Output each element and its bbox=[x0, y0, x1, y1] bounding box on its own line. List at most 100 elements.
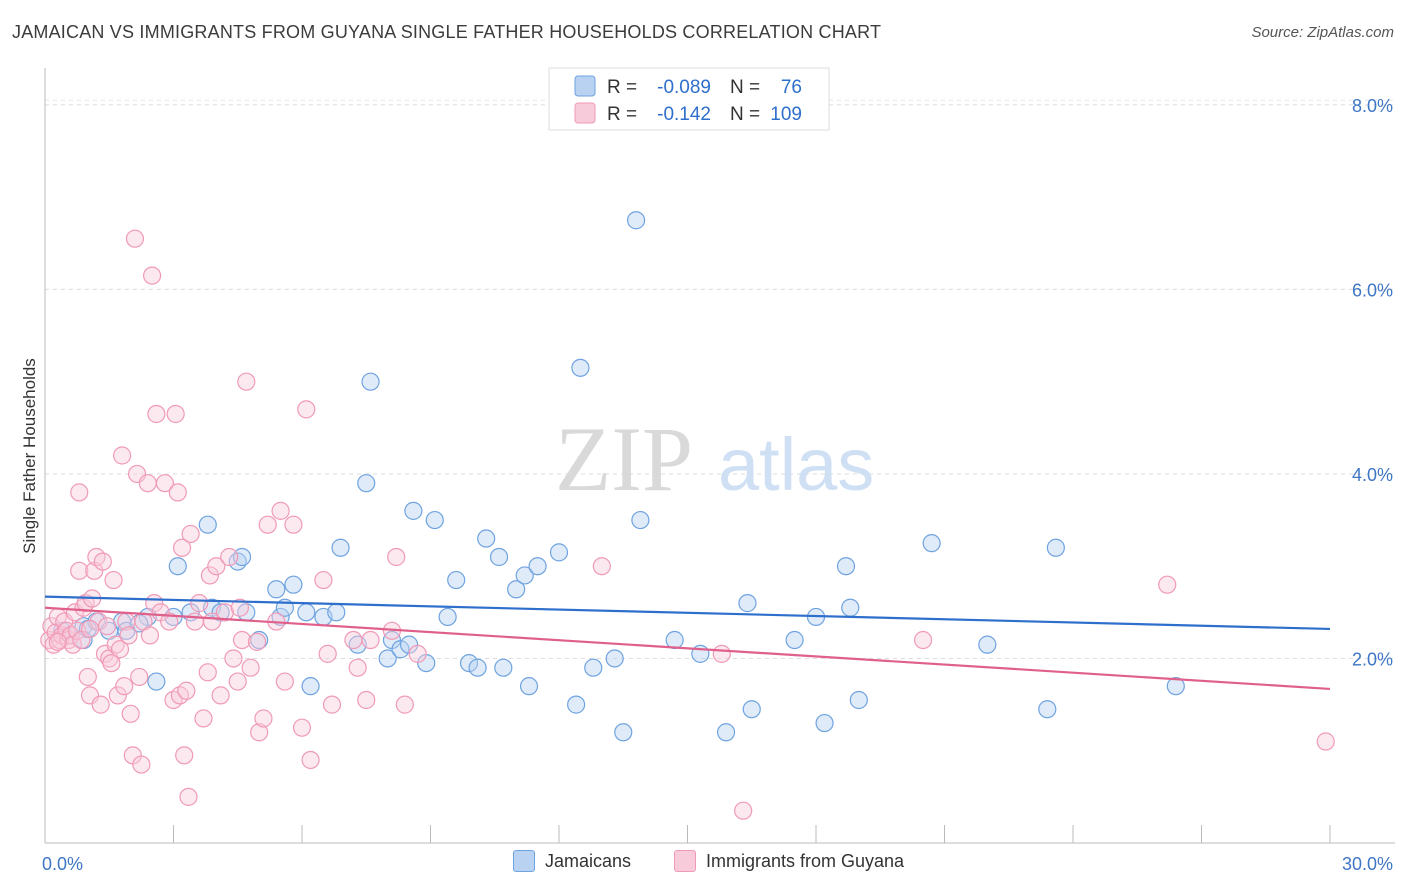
jamaican-point bbox=[468, 658, 487, 677]
jamaican-point bbox=[425, 510, 444, 530]
stats-legend-box bbox=[548, 67, 830, 131]
jamaican-point bbox=[168, 557, 187, 576]
jamaican-point bbox=[626, 211, 646, 230]
guyana-point bbox=[91, 695, 110, 714]
guyana-point bbox=[155, 474, 175, 493]
guyana-point bbox=[592, 557, 611, 576]
jamaican-point bbox=[836, 557, 856, 576]
guyana-point bbox=[211, 686, 230, 705]
guyana-point bbox=[230, 598, 249, 617]
guyana-point bbox=[175, 746, 194, 765]
stats-r-label-2: R = bbox=[607, 104, 642, 125]
stats-swatch-guyana bbox=[574, 102, 596, 124]
guyana-point bbox=[125, 229, 145, 248]
guyana-point bbox=[121, 704, 140, 723]
jamaican-point bbox=[477, 529, 496, 548]
y-axis-label: Single Father Households bbox=[20, 358, 39, 554]
guyana-point bbox=[275, 672, 294, 691]
guyana-point bbox=[348, 658, 367, 677]
jamaican-point bbox=[584, 658, 603, 677]
jamaican-point bbox=[567, 695, 586, 714]
guyana-point bbox=[102, 653, 121, 673]
guyana-point bbox=[115, 677, 134, 696]
guyana-point bbox=[179, 787, 198, 806]
jamaican-point bbox=[1046, 538, 1065, 557]
guyana-point bbox=[177, 681, 196, 700]
source-label: Source: ZipAtlas.com bbox=[1251, 24, 1394, 41]
jamaican-point bbox=[284, 575, 303, 594]
guyana-point bbox=[172, 538, 192, 557]
jamaican-point bbox=[849, 690, 868, 710]
jamaican-point bbox=[391, 640, 410, 659]
guyana-point bbox=[314, 570, 333, 590]
legend-item-guyana: Immigrants from Guyana bbox=[674, 850, 904, 872]
legend-swatch-guyana bbox=[674, 850, 696, 872]
guyana-point bbox=[198, 663, 217, 682]
jamaican-point bbox=[528, 557, 547, 576]
jamaican-point bbox=[978, 635, 997, 654]
guyana-point bbox=[237, 372, 256, 391]
guyana-point bbox=[357, 690, 376, 710]
guyana-point bbox=[734, 801, 753, 820]
guyana-point bbox=[224, 649, 243, 668]
guyana-point bbox=[138, 474, 157, 493]
jamaican-point bbox=[515, 566, 534, 585]
guyana-point bbox=[232, 630, 252, 650]
jamaican-point bbox=[447, 570, 466, 590]
guyana-point bbox=[78, 667, 97, 687]
jamaican-point bbox=[1166, 677, 1185, 696]
guyana-point bbox=[119, 626, 138, 645]
jamaican-point bbox=[267, 580, 286, 599]
jamaican-point bbox=[614, 723, 633, 742]
guyana-point bbox=[48, 632, 67, 651]
guyana-point bbox=[93, 552, 112, 571]
stats-r-value-2: -0.142 bbox=[657, 104, 711, 125]
legend-swatch-jamaicans bbox=[513, 850, 535, 872]
jamaican-point bbox=[404, 501, 423, 520]
guyana-point bbox=[168, 483, 187, 502]
guyana-point bbox=[181, 524, 200, 544]
stats-n-value-2: 109 bbox=[770, 104, 802, 125]
guyana-point bbox=[271, 501, 290, 520]
jamaican-point bbox=[198, 515, 217, 534]
guyana-point bbox=[132, 755, 151, 774]
guyana-point bbox=[147, 404, 166, 424]
jamaican-point bbox=[438, 607, 457, 627]
stats-r-label-1: R = bbox=[607, 77, 642, 98]
series-legend: Jamaicans Immigrants from Guyana bbox=[0, 850, 1406, 880]
guyana-point bbox=[408, 644, 427, 663]
guyana-point bbox=[712, 644, 731, 663]
jamaican-point bbox=[742, 700, 761, 719]
guyana-point bbox=[112, 446, 132, 465]
guyana-point bbox=[87, 547, 106, 567]
guyana-point bbox=[142, 266, 162, 285]
stats-n-label-2: N = bbox=[730, 104, 765, 125]
guyana-point bbox=[63, 635, 82, 654]
watermark-atlas: atlas bbox=[718, 423, 874, 506]
trend-lines bbox=[44, 595, 1331, 691]
x-tick-label-end: 30.0% bbox=[1342, 854, 1393, 874]
jamaican-point bbox=[232, 547, 252, 567]
jamaican-point bbox=[549, 543, 569, 562]
jamaican-point bbox=[922, 534, 941, 553]
x-tick-label-start: 0.0% bbox=[42, 854, 83, 874]
guyana-point bbox=[194, 709, 213, 728]
jamaican-point bbox=[507, 580, 526, 599]
guyana-point bbox=[297, 400, 316, 419]
jamaican-point bbox=[1038, 700, 1057, 719]
stats-r-value-1: -0.089 bbox=[657, 77, 711, 98]
guyana-point bbox=[160, 612, 179, 631]
guyana-point bbox=[1158, 575, 1177, 594]
jamaican-point bbox=[301, 677, 320, 696]
guyana-point bbox=[207, 557, 226, 576]
guyana-point bbox=[104, 570, 123, 590]
jamaican-point bbox=[327, 603, 346, 622]
guyana-point bbox=[110, 640, 130, 659]
guyana-point bbox=[80, 619, 100, 639]
guyana-point bbox=[130, 667, 149, 687]
jamaican-point bbox=[494, 658, 513, 677]
jamaican-point bbox=[571, 358, 590, 377]
guyana-point bbox=[200, 566, 220, 585]
guyana-point bbox=[250, 723, 269, 742]
